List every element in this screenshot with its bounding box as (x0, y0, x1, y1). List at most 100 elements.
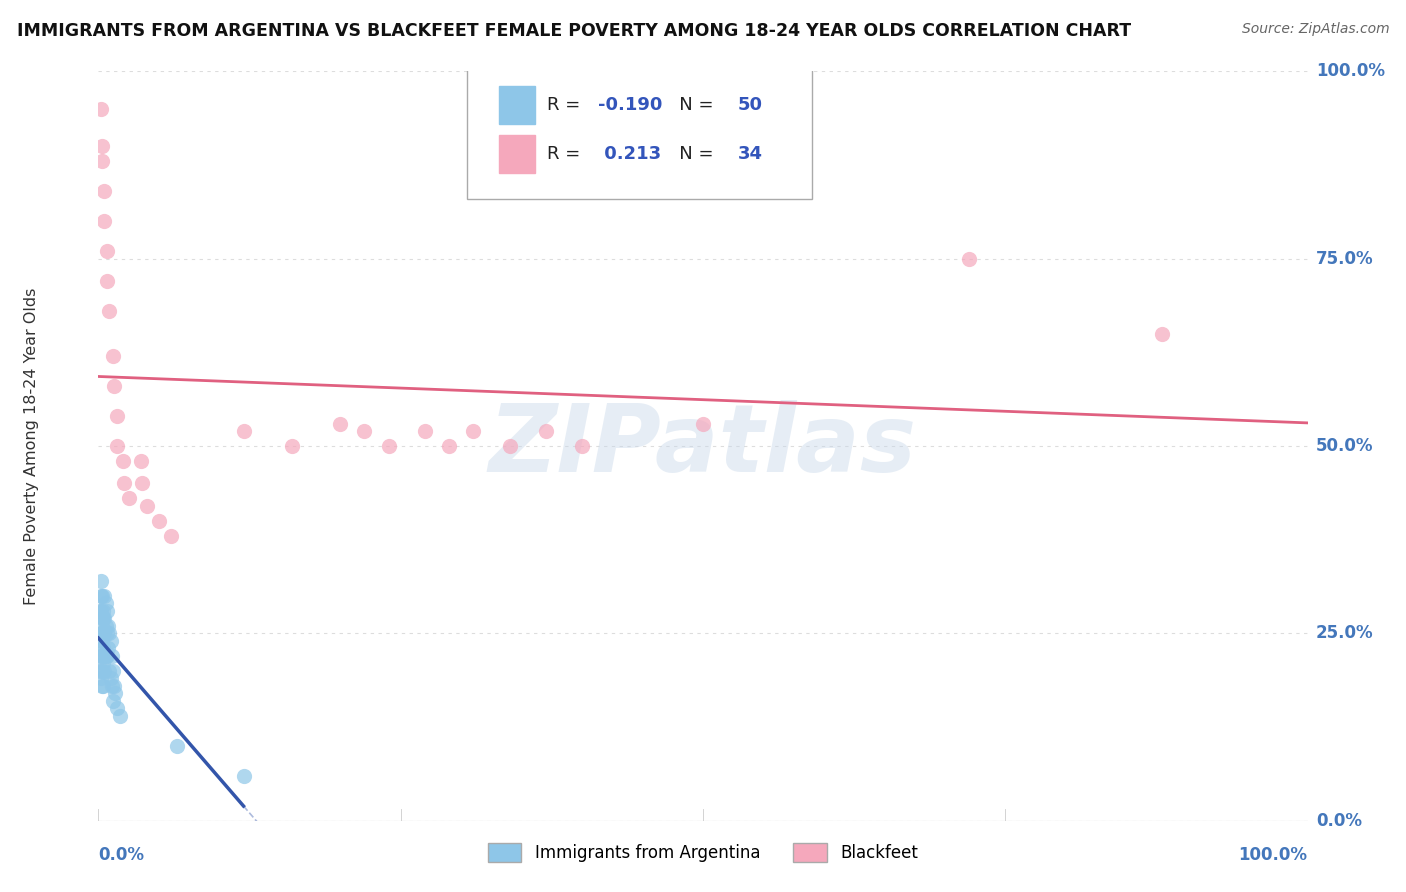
Point (232, 769, 254, 783)
Point (281, 439, 304, 453)
Point (101, 664, 124, 678)
Point (108, 708, 131, 723)
Point (96, 244, 118, 259)
Text: Source: ZipAtlas.com: Source: ZipAtlas.com (1241, 22, 1389, 37)
Text: 0.0%: 0.0% (1316, 812, 1362, 830)
Point (103, 379, 125, 393)
Point (94, 648, 117, 663)
FancyBboxPatch shape (467, 68, 811, 199)
Point (93, 611, 115, 625)
Text: R =: R = (547, 96, 586, 114)
Text: 100.0%: 100.0% (1239, 846, 1308, 863)
Point (105, 439, 128, 453)
Point (98, 626, 121, 640)
Point (96, 274, 118, 288)
Text: N =: N = (662, 145, 718, 162)
Point (91, 648, 114, 663)
Point (957, 252, 980, 266)
Point (98, 664, 121, 678)
Point (90, 671, 112, 685)
Point (91, 604, 114, 618)
Point (91, 589, 114, 603)
Point (90, 648, 112, 663)
Point (96, 626, 118, 640)
Point (91, 154, 114, 169)
Point (166, 739, 188, 753)
Point (148, 514, 170, 528)
Point (93, 184, 115, 198)
Point (571, 439, 593, 453)
Point (93, 626, 115, 640)
Bar (499, 135, 534, 172)
Point (437, 439, 460, 453)
Point (1152, 326, 1174, 341)
Point (100, 648, 122, 663)
Text: N =: N = (662, 96, 718, 114)
Point (91, 664, 114, 678)
Point (135, 499, 157, 513)
Point (105, 409, 128, 423)
Point (100, 633, 122, 648)
Point (112, 476, 135, 491)
Point (90, 589, 112, 603)
Point (160, 529, 183, 543)
Point (692, 417, 714, 431)
Point (100, 671, 122, 685)
Bar (499, 87, 534, 124)
Point (101, 694, 124, 708)
Point (96, 604, 118, 618)
Point (91, 626, 114, 640)
Text: 34: 34 (738, 145, 763, 162)
Text: ZIPatlas: ZIPatlas (489, 400, 917, 492)
Point (232, 424, 254, 438)
Point (91, 611, 114, 625)
Point (91, 679, 114, 693)
Point (89, 641, 111, 656)
Point (105, 701, 128, 715)
Text: 100.0%: 100.0% (1316, 62, 1385, 80)
Point (413, 424, 436, 438)
Point (498, 439, 520, 453)
Point (101, 349, 124, 363)
Point (377, 439, 399, 453)
Point (91, 611, 114, 625)
Text: Female Poverty Among 18-24 Year Olds: Female Poverty Among 18-24 Year Olds (24, 287, 39, 605)
Point (93, 214, 115, 228)
Text: 0.0%: 0.0% (98, 846, 145, 863)
Point (104, 686, 127, 700)
Text: R =: R = (547, 145, 586, 162)
Point (97, 619, 120, 633)
Text: -0.190: -0.190 (598, 96, 662, 114)
Text: IMMIGRANTS FROM ARGENTINA VS BLACKFEET FEMALE POVERTY AMONG 18-24 YEAR OLDS CORR: IMMIGRANTS FROM ARGENTINA VS BLACKFEET F… (17, 22, 1130, 40)
Point (93, 648, 115, 663)
Point (96, 648, 118, 663)
Point (93, 664, 115, 678)
Point (91, 641, 114, 656)
Point (94, 596, 117, 610)
Point (353, 424, 375, 438)
Text: 25.0%: 25.0% (1316, 624, 1374, 642)
Point (89, 664, 111, 678)
Point (90, 604, 112, 618)
Point (91, 619, 114, 633)
Point (91, 139, 114, 153)
Point (329, 417, 352, 431)
Point (91, 633, 114, 648)
Text: 50.0%: 50.0% (1316, 437, 1374, 455)
Legend: Immigrants from Argentina, Blackfeet: Immigrants from Argentina, Blackfeet (481, 836, 925, 869)
Point (94, 619, 117, 633)
Point (93, 589, 115, 603)
Point (129, 454, 152, 468)
Point (534, 424, 557, 438)
Point (90, 626, 112, 640)
Point (100, 679, 122, 693)
Point (91, 657, 114, 671)
Text: 75.0%: 75.0% (1316, 250, 1374, 268)
Text: 0.213: 0.213 (598, 145, 661, 162)
Point (90, 574, 112, 588)
Point (131, 476, 153, 491)
Point (90, 102, 112, 116)
Point (463, 424, 485, 438)
Point (91, 626, 114, 640)
Point (111, 454, 134, 468)
